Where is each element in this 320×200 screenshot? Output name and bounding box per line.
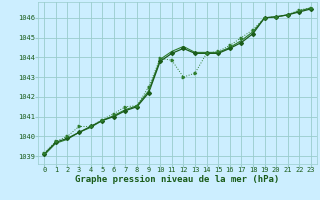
X-axis label: Graphe pression niveau de la mer (hPa): Graphe pression niveau de la mer (hPa) <box>76 175 280 184</box>
